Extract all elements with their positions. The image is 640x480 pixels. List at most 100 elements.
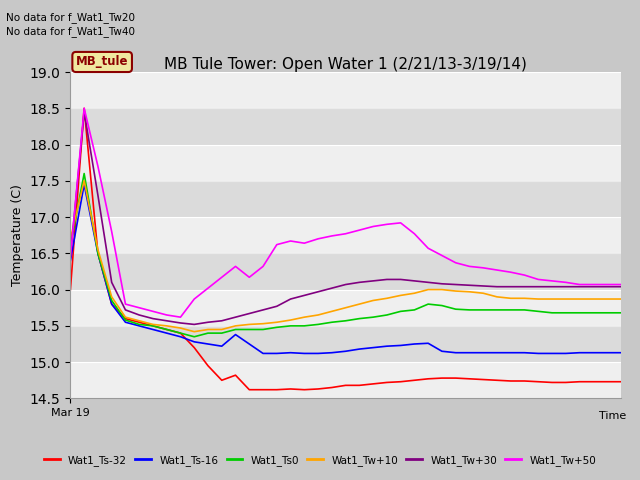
Wat1_Ts0 (383, 312, 390, 318)
Wat1_Ts0 (479, 307, 487, 313)
Wat1_Ts-16 (397, 343, 404, 348)
Wat1_Tw+30 (301, 292, 308, 298)
Wat1_Tw+30 (383, 276, 390, 282)
Wat1_Ts-32 (273, 387, 281, 393)
Wat1_Tw+10 (204, 326, 212, 332)
Wat1_Ts-32 (507, 378, 515, 384)
Wat1_Ts-16 (81, 181, 88, 187)
Wat1_Tw+50 (314, 236, 322, 242)
Wat1_Tw+10 (438, 287, 445, 292)
Wat1_Ts-16 (356, 346, 364, 352)
Wat1_Tw+50 (548, 278, 556, 284)
Wat1_Ts-32 (232, 372, 239, 378)
Wat1_Tw+30 (356, 279, 364, 285)
Wat1_Tw+10 (548, 296, 556, 302)
Wat1_Ts0 (589, 310, 597, 316)
Wat1_Ts-32 (342, 383, 349, 388)
Wat1_Ts-16 (287, 350, 294, 356)
Wat1_Tw+10 (149, 322, 157, 327)
Wat1_Tw+50 (534, 276, 542, 282)
Wat1_Tw+30 (246, 311, 253, 316)
Wat1_Ts0 (617, 310, 625, 316)
Wat1_Ts0 (177, 330, 184, 336)
Wat1_Ts-32 (548, 380, 556, 385)
Wat1_Tw+30 (479, 283, 487, 289)
Wat1_Ts-32 (438, 375, 445, 381)
Wat1_Ts0 (163, 326, 170, 332)
Bar (70, 108, 621, 144)
Wat1_Ts-16 (259, 350, 267, 356)
Wat1_Ts-32 (562, 380, 570, 385)
Wat1_Ts-16 (67, 258, 74, 264)
Wat1_Ts-16 (603, 350, 611, 356)
Wat1_Tw+30 (191, 322, 198, 327)
Wat1_Ts0 (466, 307, 474, 313)
Wat1_Tw+10 (534, 296, 542, 302)
Wat1_Ts-16 (328, 350, 336, 356)
Bar (70, 217, 621, 253)
Wat1_Ts-32 (328, 384, 336, 390)
Wat1_Tw+50 (521, 272, 529, 278)
Wat1_Tw+10 (576, 296, 584, 302)
Wat1_Ts-16 (383, 343, 390, 349)
Wat1_Ts-16 (562, 350, 570, 356)
Wat1_Tw+30 (507, 284, 515, 289)
Wat1_Tw+10 (562, 296, 570, 302)
Wat1_Ts-32 (314, 386, 322, 392)
Wat1_Tw+50 (603, 282, 611, 288)
Wat1_Ts-32 (466, 376, 474, 382)
Wat1_Ts0 (314, 322, 322, 327)
Wat1_Ts-16 (108, 301, 116, 307)
Wat1_Tw+30 (232, 314, 239, 320)
Wat1_Ts0 (328, 319, 336, 325)
Wat1_Tw+30 (67, 254, 74, 260)
Wat1_Tw+10 (122, 314, 129, 320)
Wat1_Ts0 (369, 314, 377, 320)
Wat1_Tw+30 (136, 312, 143, 318)
Wat1_Ts-32 (108, 301, 116, 307)
Wat1_Ts0 (81, 171, 88, 177)
Wat1_Tw+10 (67, 236, 74, 242)
Wat1_Tw+30 (397, 276, 404, 282)
Wat1_Ts-16 (177, 334, 184, 340)
Wat1_Ts-16 (369, 345, 377, 350)
Wat1_Ts-32 (411, 377, 419, 383)
Line: Wat1_Tw+30: Wat1_Tw+30 (70, 112, 621, 324)
Wat1_Ts-32 (163, 326, 170, 332)
Wat1_Tw+30 (342, 282, 349, 288)
Bar (70, 72, 621, 108)
Wat1_Tw+50 (136, 305, 143, 311)
Wat1_Tw+10 (507, 295, 515, 301)
Wat1_Tw+50 (493, 267, 501, 273)
Wat1_Ts-16 (438, 348, 445, 354)
Wat1_Tw+50 (562, 279, 570, 285)
Wat1_Tw+10 (108, 294, 116, 300)
Wat1_Ts0 (287, 323, 294, 329)
Wat1_Tw+50 (466, 264, 474, 269)
Wat1_Tw+30 (314, 289, 322, 295)
Wat1_Tw+30 (521, 284, 529, 289)
Wat1_Tw+10 (314, 312, 322, 318)
Wat1_Ts0 (67, 243, 74, 249)
Wat1_Ts-16 (589, 350, 597, 356)
Wat1_Tw+10 (589, 296, 597, 302)
Wat1_Ts-16 (163, 330, 170, 336)
Wat1_Tw+50 (301, 240, 308, 246)
Wat1_Tw+10 (328, 309, 336, 314)
Wat1_Ts-32 (356, 383, 364, 388)
Wat1_Ts-32 (534, 379, 542, 384)
Wat1_Ts-16 (342, 348, 349, 354)
Wat1_Tw+50 (191, 296, 198, 302)
Wat1_Tw+30 (94, 192, 102, 198)
Wat1_Ts-32 (479, 377, 487, 383)
Wat1_Ts-32 (149, 323, 157, 329)
Wat1_Tw+50 (204, 285, 212, 291)
Wat1_Ts0 (259, 326, 267, 332)
Wat1_Ts-32 (81, 106, 88, 111)
Wat1_Tw+30 (273, 303, 281, 309)
Wat1_Tw+50 (479, 265, 487, 271)
Wat1_Ts0 (136, 322, 143, 327)
Wat1_Tw+50 (617, 282, 625, 288)
Wat1_Tw+50 (383, 221, 390, 227)
Wat1_Ts0 (108, 298, 116, 303)
